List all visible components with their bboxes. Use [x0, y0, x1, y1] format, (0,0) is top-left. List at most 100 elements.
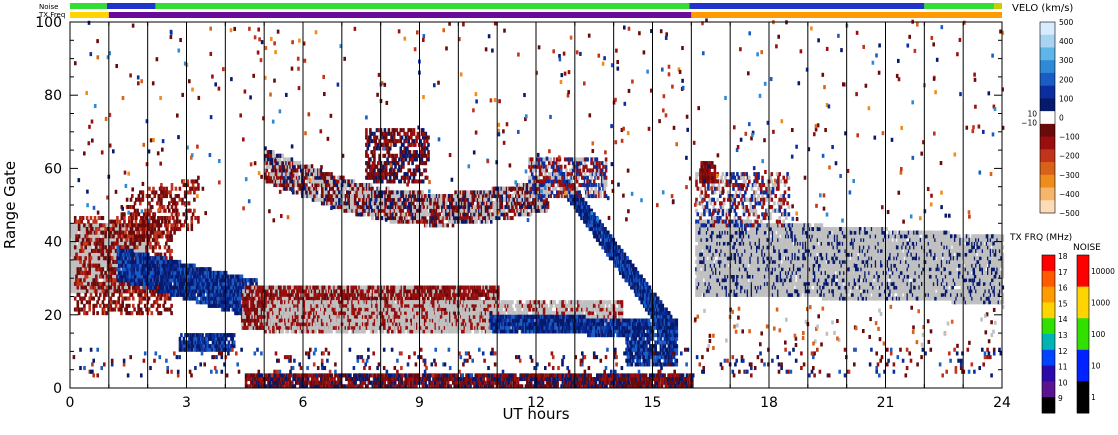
echo-cell [460, 285, 463, 290]
echo-cell [197, 219, 200, 224]
echo-cell [92, 307, 95, 312]
echo-cell [450, 292, 454, 297]
echo-cell [156, 201, 159, 206]
echo-cell [161, 230, 164, 235]
echo-cell [153, 285, 157, 290]
echo-cell [176, 259, 179, 264]
echo-cell [235, 285, 238, 290]
echo-cell [197, 292, 200, 297]
echo-cell [232, 333, 236, 338]
echo-cell [128, 216, 131, 221]
echo-cell [252, 289, 256, 294]
echo-cell [264, 292, 268, 297]
echo-cell [188, 340, 191, 345]
echo-cell [421, 292, 425, 297]
echo-cell [80, 234, 84, 239]
echo-cell [91, 252, 94, 257]
echo-cell [218, 347, 221, 352]
echo-cell [80, 252, 84, 257]
echo-cell [482, 289, 486, 294]
echo-cell [156, 263, 159, 268]
echo-cell [120, 230, 124, 235]
echo-cell [119, 278, 122, 283]
echo-cell [313, 296, 317, 301]
echo-cell [355, 289, 359, 294]
echo-cell [97, 227, 101, 232]
echo-cell [170, 227, 174, 232]
echo-cell [99, 303, 102, 308]
echo-cell [83, 223, 86, 228]
echo-cell [330, 289, 334, 294]
echo-cell [147, 227, 151, 232]
echo-cell [152, 186, 155, 191]
echo-cell [124, 285, 127, 290]
echo-cell [132, 278, 135, 283]
echo-cell [183, 270, 187, 275]
echo-cell [177, 289, 180, 294]
echo-cell [324, 296, 327, 301]
echo-cell [135, 234, 139, 239]
echo-cell [197, 216, 200, 221]
echo-cell [342, 314, 346, 319]
echo-cell [162, 205, 166, 210]
echo-cell [357, 292, 360, 297]
echo-cell [102, 281, 106, 286]
echo-cell [109, 234, 113, 239]
echo-cell [206, 281, 209, 286]
echo-cell [310, 289, 314, 294]
echo-cell [84, 274, 87, 279]
echo-cell [183, 289, 187, 294]
echo-cell [95, 292, 98, 297]
echo-cell [197, 274, 200, 279]
echo-cell [166, 292, 169, 297]
echo-cell [260, 296, 264, 301]
echo-cell [157, 230, 161, 235]
echo-cell [157, 256, 161, 261]
echo-cell [83, 241, 86, 246]
echo-cell [84, 234, 87, 239]
echo-cell [116, 230, 119, 235]
echo-cell [123, 216, 126, 221]
echo-cell [117, 267, 121, 272]
echo-cell [351, 285, 355, 290]
echo-cell [72, 270, 76, 275]
echo-cell [117, 300, 121, 305]
echo-cell [116, 241, 119, 246]
echo-cell [132, 234, 135, 239]
echo-cell [120, 245, 123, 250]
echo-cell [120, 248, 124, 253]
echo-cell [195, 333, 199, 338]
echo-cell [135, 216, 138, 221]
echo-cell [121, 223, 125, 228]
echo-cell [147, 259, 150, 264]
echo-cell [160, 197, 163, 202]
echo-cell [153, 194, 157, 199]
echo-cell [137, 278, 141, 283]
echo-cell [211, 333, 215, 338]
echo-cell [136, 274, 139, 279]
echo-cell [120, 311, 123, 316]
echo-cell [355, 296, 359, 301]
echo-cell [91, 270, 94, 275]
echo-cell [491, 285, 495, 290]
echo-cell [291, 296, 294, 301]
echo-cell [366, 318, 369, 323]
echo-cell [248, 281, 252, 286]
echo-cell [224, 347, 228, 352]
echo-cell [92, 270, 95, 275]
echo-cell [150, 227, 154, 232]
echo-cell [154, 190, 158, 195]
echo-cell [235, 274, 238, 279]
echo-cell [304, 296, 307, 301]
echo-cell [347, 289, 351, 294]
echo-cell [116, 248, 120, 253]
echo-cell [73, 281, 77, 286]
echo-cell [436, 289, 439, 294]
echo-cell [487, 285, 491, 290]
echo-cell [264, 289, 268, 294]
echo-cell [240, 274, 244, 279]
echo-cell [95, 256, 98, 261]
echo-cell [152, 267, 155, 272]
echo-cell [88, 307, 91, 312]
echo-cell [197, 285, 200, 290]
